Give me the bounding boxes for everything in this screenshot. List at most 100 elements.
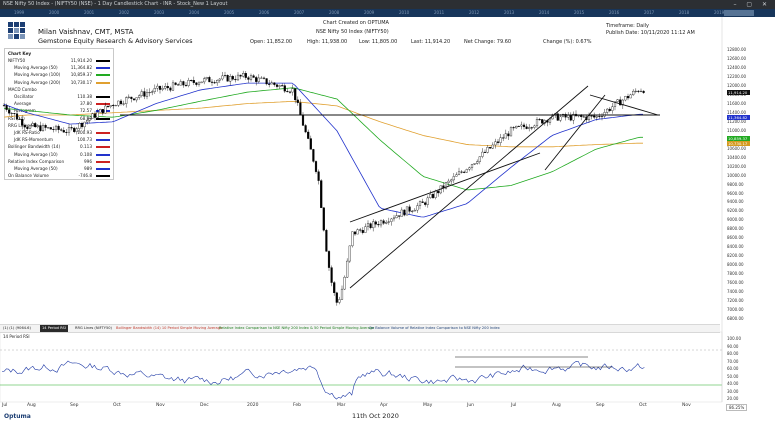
- chart-key-swatch: [96, 67, 110, 70]
- chart-key-swatch: [96, 160, 110, 163]
- timeline-year[interactable]: 2000: [49, 10, 60, 15]
- indicator-tab[interactable]: Bollinger Bandwidth (14) 10 Period Simpl…: [116, 326, 223, 330]
- candle-body: [405, 206, 409, 216]
- timeline-year[interactable]: 2017: [644, 10, 655, 15]
- chart-key-row: Moving Average (50) 11,364.82: [8, 65, 112, 71]
- candle-body: [301, 114, 305, 126]
- candle-body: [208, 77, 211, 83]
- timeline-year[interactable]: 2002: [119, 10, 130, 15]
- timeline-year[interactable]: 2019: [714, 10, 725, 15]
- timeline-year[interactable]: 2009: [364, 10, 375, 15]
- timeline-year[interactable]: 2011: [434, 10, 445, 15]
- candle-body: [613, 101, 617, 107]
- candle-body: [398, 215, 401, 217]
- timeline-year[interactable]: 2008: [329, 10, 340, 15]
- candle-body: [148, 92, 151, 94]
- candle-body: [93, 113, 97, 118]
- indicator-tab[interactable]: On Balance Volume of Relative Index Comp…: [369, 326, 500, 330]
- candle-body: [153, 88, 156, 92]
- ma50-line-group: [3, 82, 643, 218]
- candle-body: [75, 128, 78, 132]
- timeline-year[interactable]: 2010: [399, 10, 410, 15]
- timeline-year[interactable]: 2006: [259, 10, 270, 15]
- chart-key-label: On Balance Volume: [8, 173, 49, 179]
- chart-key-title: Chart Key: [8, 51, 32, 56]
- candle-body: [626, 96, 630, 99]
- timeline-year[interactable]: 2003: [154, 10, 165, 15]
- candle-body: [460, 171, 463, 173]
- trendline[interactable]: [589, 94, 659, 116]
- time-axis-label: Nov: [682, 403, 691, 408]
- candle-body: [119, 100, 123, 105]
- timeline-year[interactable]: 2007: [294, 10, 305, 15]
- candle-body: [140, 91, 143, 96]
- firm-logo-icon: [8, 22, 32, 44]
- candle-body: [83, 121, 86, 128]
- timeline-year[interactable]: 1999: [14, 10, 25, 15]
- window-controls[interactable]: – ▢ ✕: [733, 1, 771, 8]
- price-tag: 11,364.82: [727, 115, 750, 120]
- timeline-year[interactable]: 2018: [679, 10, 690, 15]
- price-tag: 10,859.37: [727, 136, 750, 141]
- candle-body: [564, 114, 567, 118]
- year-navigator[interactable]: 1999 2000 2001 2002 2003 2004 2005 2006 2007 2008…: [0, 9, 775, 17]
- candle-body: [78, 123, 81, 129]
- chart-key-swatch: [96, 60, 110, 62]
- rsi-line: [1, 360, 645, 400]
- chart-key-value: 37.80: [80, 101, 92, 107]
- price-axis-tick: 10200.00: [727, 163, 747, 169]
- chart-key-value: 100.73: [77, 137, 92, 143]
- timeline-year[interactable]: 2015: [574, 10, 585, 15]
- timeline-year[interactable]: 2014: [539, 10, 550, 15]
- candle-body: [171, 82, 175, 91]
- zoom-control[interactable]: 86.25%: [726, 404, 748, 411]
- candle-body: [275, 84, 279, 87]
- timeline-year[interactable]: 2012: [469, 10, 480, 15]
- candle-body: [190, 80, 193, 82]
- candle-body: [231, 76, 234, 80]
- indicator-tab[interactable]: Relative Index Comparison to NSE Nifty 2…: [219, 326, 375, 330]
- trendline[interactable]: [544, 94, 606, 171]
- candle-body: [164, 86, 167, 89]
- candle-body: [49, 127, 52, 130]
- timeline-year[interactable]: 2005: [224, 10, 235, 15]
- indicator-tab-bar[interactable]: (1) (1) (9064.6) 14 Period RSI RRG Lines (…: [0, 324, 720, 333]
- time-axis-label: Jul: [2, 403, 8, 408]
- price-tag: 11,914.20: [727, 90, 750, 95]
- candle-body: [127, 96, 130, 98]
- candle-body: [385, 222, 388, 224]
- candle-body: [392, 217, 396, 220]
- candle-body: [73, 127, 76, 132]
- timeline-year[interactable]: 2016: [609, 10, 620, 15]
- candle-body: [600, 116, 604, 118]
- net-change-value: Net Change: 79.60: [464, 39, 512, 45]
- candle-body: [343, 276, 346, 290]
- candle-body: [244, 73, 247, 78]
- candle-body: [210, 81, 214, 83]
- rsi-axis-tick: 80.00: [727, 351, 739, 356]
- candle-body: [478, 156, 481, 162]
- candle-body: [533, 125, 536, 128]
- candle-body: [535, 119, 539, 127]
- timeline-year[interactable]: 2013: [504, 10, 515, 15]
- candle-body: [457, 171, 461, 175]
- trendline[interactable]: [349, 85, 589, 289]
- chart-key-value: 989: [84, 166, 92, 171]
- candle-body: [26, 126, 29, 129]
- timeline-year[interactable]: 2004: [189, 10, 200, 15]
- indicator-tab[interactable]: 14 Period RSI: [40, 325, 68, 332]
- candle-body: [468, 167, 471, 170]
- timeline-year[interactable]: 2001: [84, 10, 95, 15]
- candle-body: [606, 108, 609, 113]
- indicator-tab[interactable]: RRG Lines (NIFTY50): [75, 326, 112, 330]
- candle-body: [34, 123, 37, 128]
- chart-key-row: Moving Average (100) 10,859.37: [8, 72, 112, 78]
- candle-body: [559, 116, 562, 121]
- time-axis-label: Oct: [113, 403, 121, 408]
- trendline[interactable]: [349, 152, 541, 223]
- candle-body: [639, 90, 643, 92]
- navigator-selection[interactable]: [724, 10, 754, 16]
- indicator-tab[interactable]: (1) (1) (9064.6): [3, 326, 31, 330]
- trendlines-group[interactable]: [120, 85, 660, 289]
